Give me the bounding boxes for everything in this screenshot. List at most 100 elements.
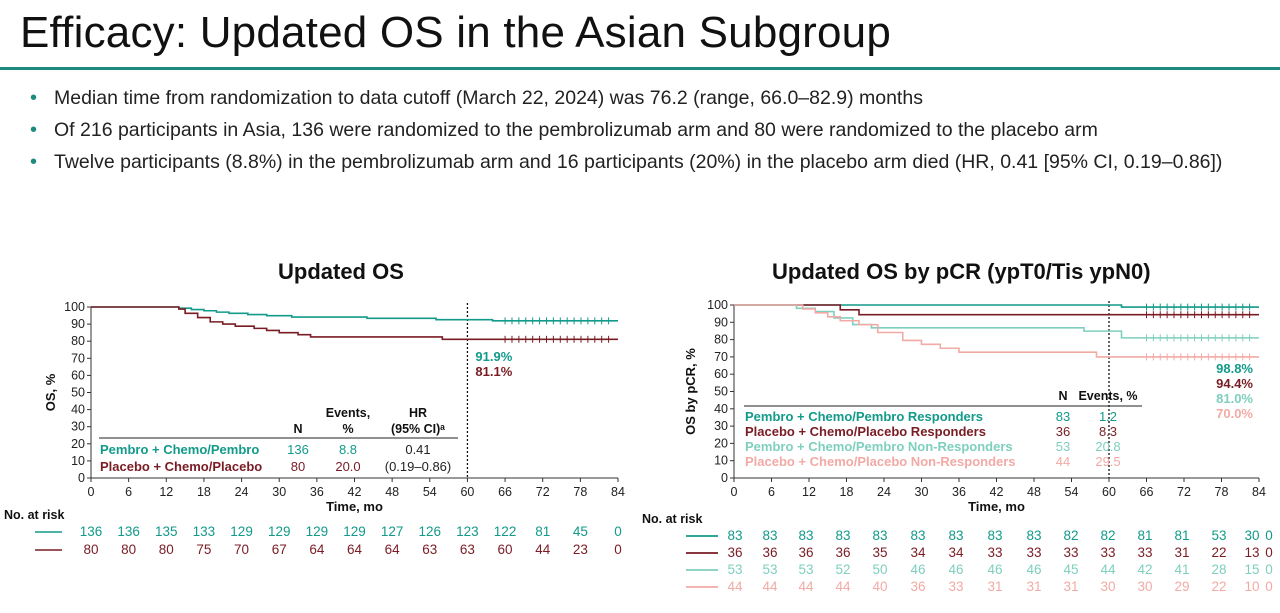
at-risk-value: 50 (872, 562, 887, 577)
x-tick-label: 42 (348, 485, 362, 499)
at-risk-value: 83 (762, 528, 777, 543)
at-risk-value: 81 (535, 524, 550, 539)
bullet-text: Median time from randomization to data c… (54, 87, 923, 109)
x-tick-label: 12 (159, 485, 173, 499)
at-risk-value: 81 (1174, 528, 1189, 543)
at-risk-value: 83 (872, 528, 887, 543)
x-tick-label: 84 (611, 485, 625, 499)
at-risk-value: 83 (835, 528, 850, 543)
y-tick-label: 80 (714, 333, 728, 347)
at-risk-value: 45 (573, 524, 588, 539)
legend-n: 80 (291, 459, 305, 474)
at-risk-value: 15 (1244, 562, 1259, 577)
y-tick-label: 100 (64, 300, 85, 314)
at-risk-value: 135 (155, 524, 178, 539)
bullet-item: • Of 216 participants in Asia, 136 were r… (30, 118, 1260, 143)
legend-events: 1.2 (1099, 409, 1117, 424)
at-risk-value: 40 (872, 579, 887, 594)
table-header-events: % (342, 422, 353, 436)
at-risk-value: 36 (910, 579, 925, 594)
at-risk-value: 64 (347, 542, 363, 557)
table-header-events: Events, (326, 406, 370, 420)
at-risk-value: 29 (1174, 579, 1189, 594)
legend-events: 8.8 (339, 442, 357, 457)
at-risk-value: 75 (196, 542, 211, 557)
table-header-events: Events, % (1078, 389, 1137, 403)
at-risk-value: 42 (1137, 562, 1152, 577)
at-risk-value: 63 (422, 542, 437, 557)
x-tick-label: 0 (88, 485, 95, 499)
legend-label-teal: Pembro + Chemo/Pembro (100, 442, 259, 457)
at-risk-value: 30 (1137, 579, 1152, 594)
at-risk-value: 13 (1244, 545, 1259, 560)
at-risk-value: 133 (193, 524, 216, 539)
at-risk-value: 36 (798, 545, 813, 560)
at-risk-value: 129 (230, 524, 253, 539)
at-risk-value: 64 (309, 542, 325, 557)
slide-title: Efficacy: Updated OS in the Asian Subgro… (20, 8, 892, 57)
table-header-hr: HR (409, 406, 427, 420)
at-risk-value: 0 (1265, 562, 1273, 577)
at-risk-value: 31 (987, 579, 1002, 594)
at-risk-value: 45 (1063, 562, 1078, 577)
at-risk-value: 83 (727, 528, 742, 543)
bullet-dot-icon: • (30, 87, 38, 109)
at-risk-value: 46 (910, 562, 925, 577)
legend-label-maroon: Placebo + Chemo/Placebo (100, 459, 262, 474)
at-risk-value: 70 (234, 542, 249, 557)
y-tick-label: 70 (71, 351, 85, 365)
x-tick-label: 60 (460, 485, 474, 499)
x-tick-label: 24 (877, 485, 891, 499)
at-risk-value: 28 (1211, 562, 1226, 577)
y-tick-label: 20 (71, 437, 85, 451)
x-axis-title: Time, mo (968, 499, 1025, 514)
x-tick-label: 36 (310, 485, 324, 499)
at-risk-value: 34 (948, 545, 964, 560)
x-tick-label: 36 (952, 485, 966, 499)
x-tick-label: 30 (915, 485, 929, 499)
survival-curve-maroon (91, 306, 618, 341)
x-tick-label: 78 (1215, 485, 1229, 499)
y-tick-label: 10 (714, 454, 728, 468)
y-tick-label: 50 (714, 385, 728, 399)
x-tick-label: 84 (1252, 485, 1266, 499)
x-tick-label: 18 (840, 485, 854, 499)
y-tick-label: 60 (71, 368, 85, 382)
at-risk-value: 63 (460, 542, 475, 557)
y-axis-title: OS, % (43, 373, 58, 411)
y-tick-label: 100 (707, 298, 728, 312)
y-tick-label: 60 (714, 367, 728, 381)
at-risk-value: 129 (268, 524, 291, 539)
at-risk-value: 80 (121, 542, 136, 557)
legend-n: 44 (1056, 454, 1070, 469)
x-tick-label: 42 (990, 485, 1004, 499)
y-tick-label: 70 (714, 350, 728, 364)
bullet-dot-icon: • (30, 119, 38, 141)
x-axis-title: Time, mo (326, 499, 383, 514)
at-risk-value: 83 (1026, 528, 1041, 543)
at-risk-value: 0 (1265, 579, 1273, 594)
at-risk-value: 46 (1026, 562, 1041, 577)
at-risk-value: 129 (306, 524, 329, 539)
survival-curve-light_teal (734, 304, 1259, 339)
at-risk-value: 82 (1100, 528, 1115, 543)
table-header-ci: (95% CI)ᵃ (391, 422, 445, 436)
legend-label-maroon: Placebo + Chemo/Placebo Responders (745, 424, 986, 439)
legend-n: 136 (287, 442, 309, 457)
at-risk-value: 82 (1063, 528, 1078, 543)
at-risk-value: 0 (1265, 528, 1273, 543)
at-risk-value: 136 (80, 524, 103, 539)
endpoint-label-light_teal: 81.0% (1216, 391, 1253, 406)
at-risk-value: 44 (1100, 562, 1116, 577)
at-risk-value: 83 (987, 528, 1002, 543)
left-km-chart: 0 10 20 30 40 50 60 70 80 90 100 0 6 12 18 24 30 36 42 48 54… (4, 300, 625, 557)
survival-curve-pink (734, 304, 1259, 358)
at-risk-value: 41 (1174, 562, 1189, 577)
at-risk-value: 83 (798, 528, 813, 543)
at-risk-value: 31 (1174, 545, 1189, 560)
x-tick-label: 54 (423, 485, 437, 499)
legend-label-teal: Pembro + Chemo/Pembro Responders (745, 409, 983, 424)
at-risk-value: 122 (494, 524, 517, 539)
x-tick-label: 0 (731, 485, 738, 499)
at-risk-value: 33 (987, 545, 1002, 560)
